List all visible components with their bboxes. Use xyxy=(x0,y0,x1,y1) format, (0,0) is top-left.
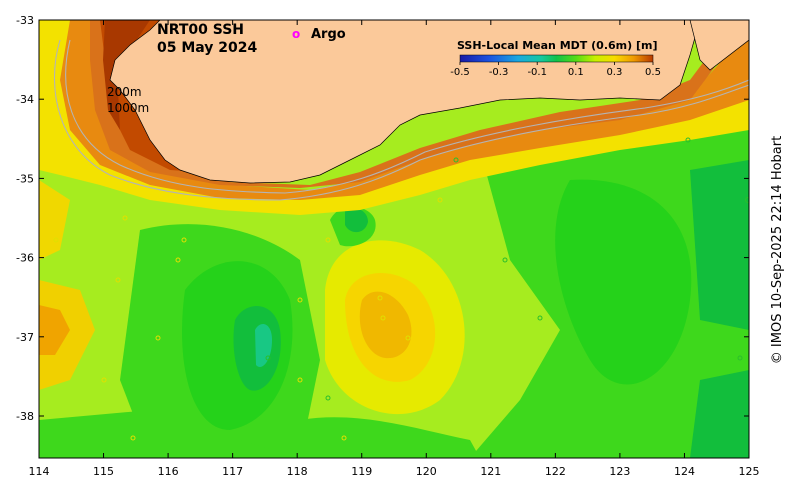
x-tick-label: 120 xyxy=(416,465,437,478)
colorbar-tick-label: -0.1 xyxy=(527,67,547,78)
x-tick-label: 114 xyxy=(29,465,50,478)
x-tick-label: 119 xyxy=(351,465,372,478)
map-date: 05 May 2024 xyxy=(157,40,258,56)
map-title: NRT00 SSH xyxy=(157,22,244,38)
x-tick-label: 122 xyxy=(545,465,566,478)
argo-label: Argo xyxy=(311,27,346,42)
y-tick-label: -37 xyxy=(16,331,34,344)
imos-credit: © IMOS 10-Sep-2025 22:14 Hobart xyxy=(770,135,785,365)
y-tick-label: -34 xyxy=(16,93,34,106)
x-tick-label: 116 xyxy=(158,465,179,478)
colorbar-ticks: -0.5 -0.3 -0.1 0.1 0.3 0.5 xyxy=(450,62,661,78)
x-tick-label: 121 xyxy=(480,465,501,478)
y-axis: -33 -34 -35 -36 -37 -38 xyxy=(16,14,749,423)
y-tick-label: -36 xyxy=(16,252,34,265)
contour-label-1000m: 1000m xyxy=(107,101,149,115)
contour-label-200m: 200m xyxy=(107,85,142,99)
plot-frame xyxy=(38,19,750,459)
ssh-field xyxy=(39,20,749,458)
y-tick-label: -35 xyxy=(16,172,34,185)
float-markers xyxy=(53,197,443,441)
x-tick-label: 123 xyxy=(609,465,630,478)
y-tick-label: -33 xyxy=(16,14,34,27)
x-tick-label: 125 xyxy=(739,465,760,478)
x-tick-label: 115 xyxy=(93,465,114,478)
x-tick-label: 124 xyxy=(674,465,695,478)
x-axis: 114 115 116 117 118 119 120 121 122 123 124 125 xyxy=(29,20,760,478)
colorbar-tick-label: 0.3 xyxy=(606,67,622,78)
colorbar-tick-label: 0.5 xyxy=(645,67,661,78)
colorbar xyxy=(459,54,654,63)
x-tick-label: 117 xyxy=(222,465,243,478)
colorbar-tick-label: -0.5 xyxy=(450,67,470,78)
colorbar-title: SSH-Local Mean MDT (0.6m) [m] xyxy=(457,39,657,52)
colorbar-tick-label: -0.3 xyxy=(489,67,509,78)
colorbar-tick-label: 0.1 xyxy=(568,67,584,78)
argo-marker-icon: o xyxy=(292,27,300,41)
x-tick-label: 118 xyxy=(287,465,308,478)
y-tick-label: -38 xyxy=(16,410,34,423)
